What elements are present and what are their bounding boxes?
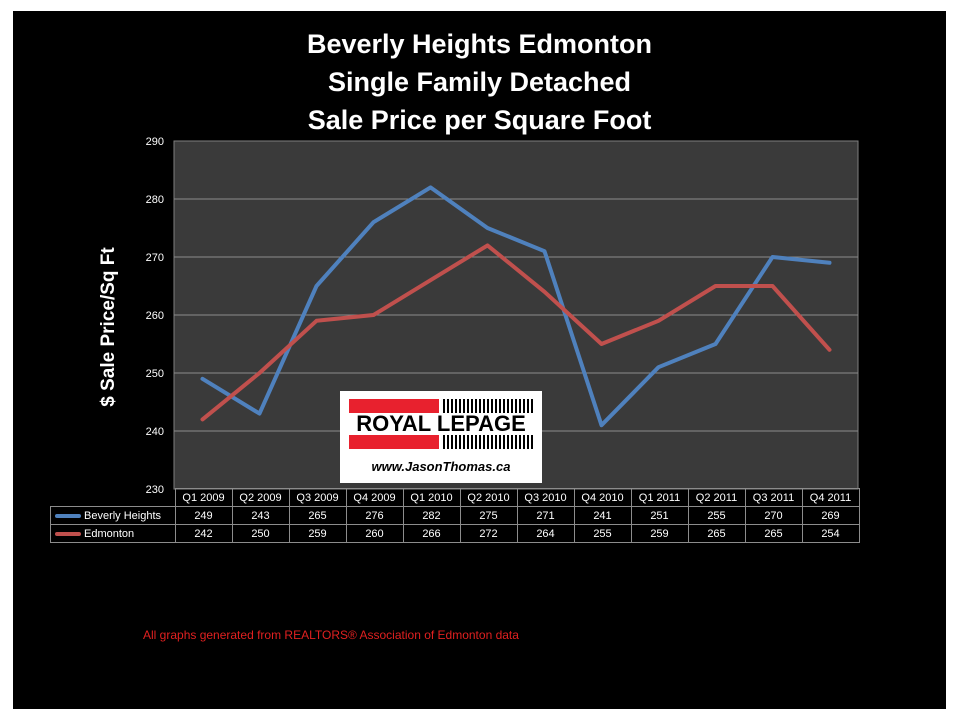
category-label: Q3 2011 — [744, 488, 803, 507]
category-label: Q2 2009 — [231, 488, 290, 507]
logo-red-bar-top — [349, 399, 439, 413]
logo-stripes-top — [443, 399, 533, 413]
data-label: 266 — [402, 524, 461, 543]
series-line-beverly-heights — [200, 185, 832, 428]
data-label: 265 — [687, 524, 746, 543]
category-label: Q4 2011 — [801, 488, 860, 507]
data-table: Q1 2009 Q2 2009 Q3 2009 Q4 2009 Q1 2010 Q2 20… — [50, 488, 860, 543]
category-label: Q1 2011 — [630, 488, 689, 507]
category-label: Q1 2009 — [174, 488, 233, 507]
y-tick-label: 260 — [146, 310, 164, 322]
data-label: 272 — [459, 524, 518, 543]
data-label: 271 — [516, 506, 575, 525]
y-tick-label: 240 — [146, 426, 164, 438]
chart-title: Beverly Heights Edmonton Single Family D… — [13, 25, 946, 139]
logo-red-bar-bottom — [349, 435, 439, 449]
logo-brand-text: ROYAL LEPAGE — [356, 411, 526, 436]
category-label: Q3 2010 — [516, 488, 575, 507]
data-label: 250 — [231, 524, 290, 543]
data-label: 249 — [174, 506, 233, 525]
table-corner — [51, 489, 176, 507]
data-label: 282 — [402, 506, 461, 525]
data-label: 275 — [459, 506, 518, 525]
data-label: 251 — [630, 506, 689, 525]
data-label: 276 — [345, 506, 404, 525]
title-line-2: Single Family Detached — [327, 67, 632, 97]
data-label: 254 — [801, 524, 860, 543]
title-line-3: Sale Price per Square Foot — [307, 105, 652, 135]
category-label: Q2 2011 — [687, 488, 746, 507]
table-header-row: Q1 2009 Q2 2009 Q3 2009 Q4 2009 Q1 2010 Q2 20… — [51, 488, 860, 507]
data-label: 265 — [744, 524, 803, 543]
series-line-edmonton — [200, 243, 832, 422]
data-label: 259 — [630, 524, 689, 543]
slide-background: Beverly Heights Edmonton Single Family D… — [13, 11, 946, 709]
data-label: 255 — [687, 506, 746, 525]
legend-entry: Beverly Heights — [50, 506, 176, 525]
data-label: 265 — [288, 506, 347, 525]
y-tick-label: 290 — [146, 136, 164, 148]
category-label: Q2 2010 — [459, 488, 518, 507]
y-tick-label: 280 — [146, 194, 164, 206]
y-tick-label: 250 — [146, 368, 164, 380]
data-label: 243 — [231, 506, 290, 525]
data-label: 242 — [174, 524, 233, 543]
legend-swatch — [55, 531, 81, 536]
data-label: 264 — [516, 524, 575, 543]
table-row: Beverly Heights 249 243 265 276 282 275 271 241 2… — [50, 506, 860, 525]
category-label: Q4 2009 — [345, 488, 404, 507]
category-label: Q1 2010 — [402, 488, 461, 507]
legend-entry: Edmonton — [50, 524, 176, 543]
table-row: Edmonton 242 250 259 260 266 272 264 255 259 265 26… — [50, 524, 860, 543]
data-label: 259 — [288, 524, 347, 543]
legend-label: Beverly Heights — [84, 509, 162, 522]
title-line-1: Beverly Heights Edmonton — [306, 29, 653, 59]
y-tick-label: 270 — [146, 252, 164, 264]
legend-label: Edmonton — [84, 527, 135, 540]
series-lines — [200, 185, 832, 428]
footnote: All graphs generated from REALTORS® Asso… — [143, 628, 519, 642]
data-label: 260 — [345, 524, 404, 543]
legend-swatch — [55, 513, 81, 518]
y-tick-label: 230 — [146, 484, 164, 496]
data-label: 269 — [801, 506, 860, 525]
data-label: 241 — [573, 506, 632, 525]
y-tick-labels: 230 240 250 260 270 280 290 — [146, 136, 164, 496]
royal-lepage-logo: ROYAL LEPAGE www.JasonThomas.ca — [340, 391, 542, 483]
data-label: 270 — [744, 506, 803, 525]
category-label: Q4 2010 — [573, 488, 632, 507]
logo-stripes-bottom — [443, 435, 533, 449]
line-chart: 230 240 250 260 270 280 290 — [146, 136, 859, 496]
data-label: 255 — [573, 524, 632, 543]
category-label: Q3 2009 — [288, 488, 347, 507]
logo-url-text: www.JasonThomas.ca — [371, 459, 511, 474]
